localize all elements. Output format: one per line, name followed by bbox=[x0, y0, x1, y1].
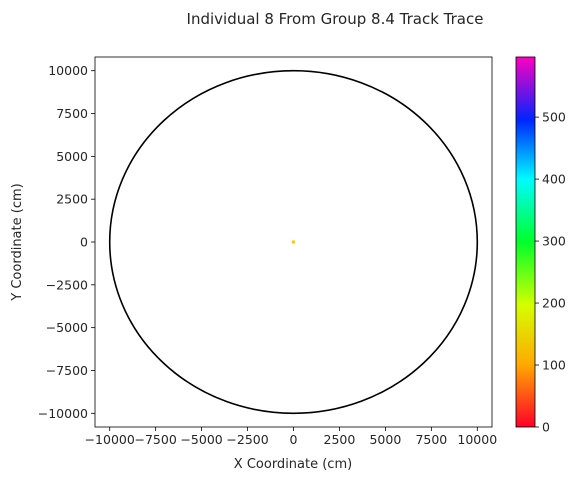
x-axis-label: X Coordinate (cm) bbox=[234, 457, 352, 472]
colorbar-gradient bbox=[515, 56, 536, 428]
x-tick-label: 7500 bbox=[415, 432, 447, 447]
plot-area bbox=[94, 56, 493, 428]
colorbar-tick-label: 100 bbox=[542, 358, 566, 373]
x-tick-label: 0 bbox=[290, 432, 298, 447]
y-tick-label: 2500 bbox=[56, 192, 88, 207]
y-axis-label: Y Coordinate (cm) bbox=[10, 183, 25, 301]
colorbar-tick-label: 400 bbox=[542, 172, 566, 187]
chart-title: Individual 8 From Group 8.4 Track Trace bbox=[187, 10, 484, 28]
x-axis: −10000 −7500 −5000 −2500 0 2500 5000 7500 10000 bbox=[85, 427, 497, 447]
y-tick-label: −7500 bbox=[46, 363, 88, 378]
colorbar-tick-label: 300 bbox=[542, 234, 566, 249]
x-tick-label: −7500 bbox=[135, 432, 177, 447]
boundary-circle bbox=[108, 69, 479, 415]
y-tick-label: 10000 bbox=[48, 63, 88, 78]
y-axis: −10000 −7500 −5000 −2500 0 2500 5000 7500 10000 bbox=[38, 63, 95, 421]
colorbar: 0 100 200 300 400 500 bbox=[515, 56, 566, 435]
y-tick-label: 5000 bbox=[56, 149, 88, 164]
x-tick-label: 5000 bbox=[369, 432, 401, 447]
y-tick-label: −10000 bbox=[38, 406, 88, 421]
y-tick-label: −2500 bbox=[46, 277, 88, 292]
colorbar-tick-label: 200 bbox=[542, 296, 566, 311]
y-tick-label: 0 bbox=[80, 235, 88, 250]
x-tick-label: 2500 bbox=[324, 432, 356, 447]
colorbar-tick-label: 0 bbox=[542, 420, 550, 435]
x-tick-label: −5000 bbox=[180, 432, 222, 447]
x-tick-label: −2500 bbox=[226, 432, 268, 447]
y-tick-label: 7500 bbox=[56, 106, 88, 121]
x-tick-label: 10000 bbox=[457, 432, 497, 447]
track-point bbox=[291, 240, 296, 244]
colorbar-tick-label: 500 bbox=[542, 110, 566, 125]
y-tick-label: −5000 bbox=[46, 320, 88, 335]
x-tick-label: −10000 bbox=[85, 432, 135, 447]
